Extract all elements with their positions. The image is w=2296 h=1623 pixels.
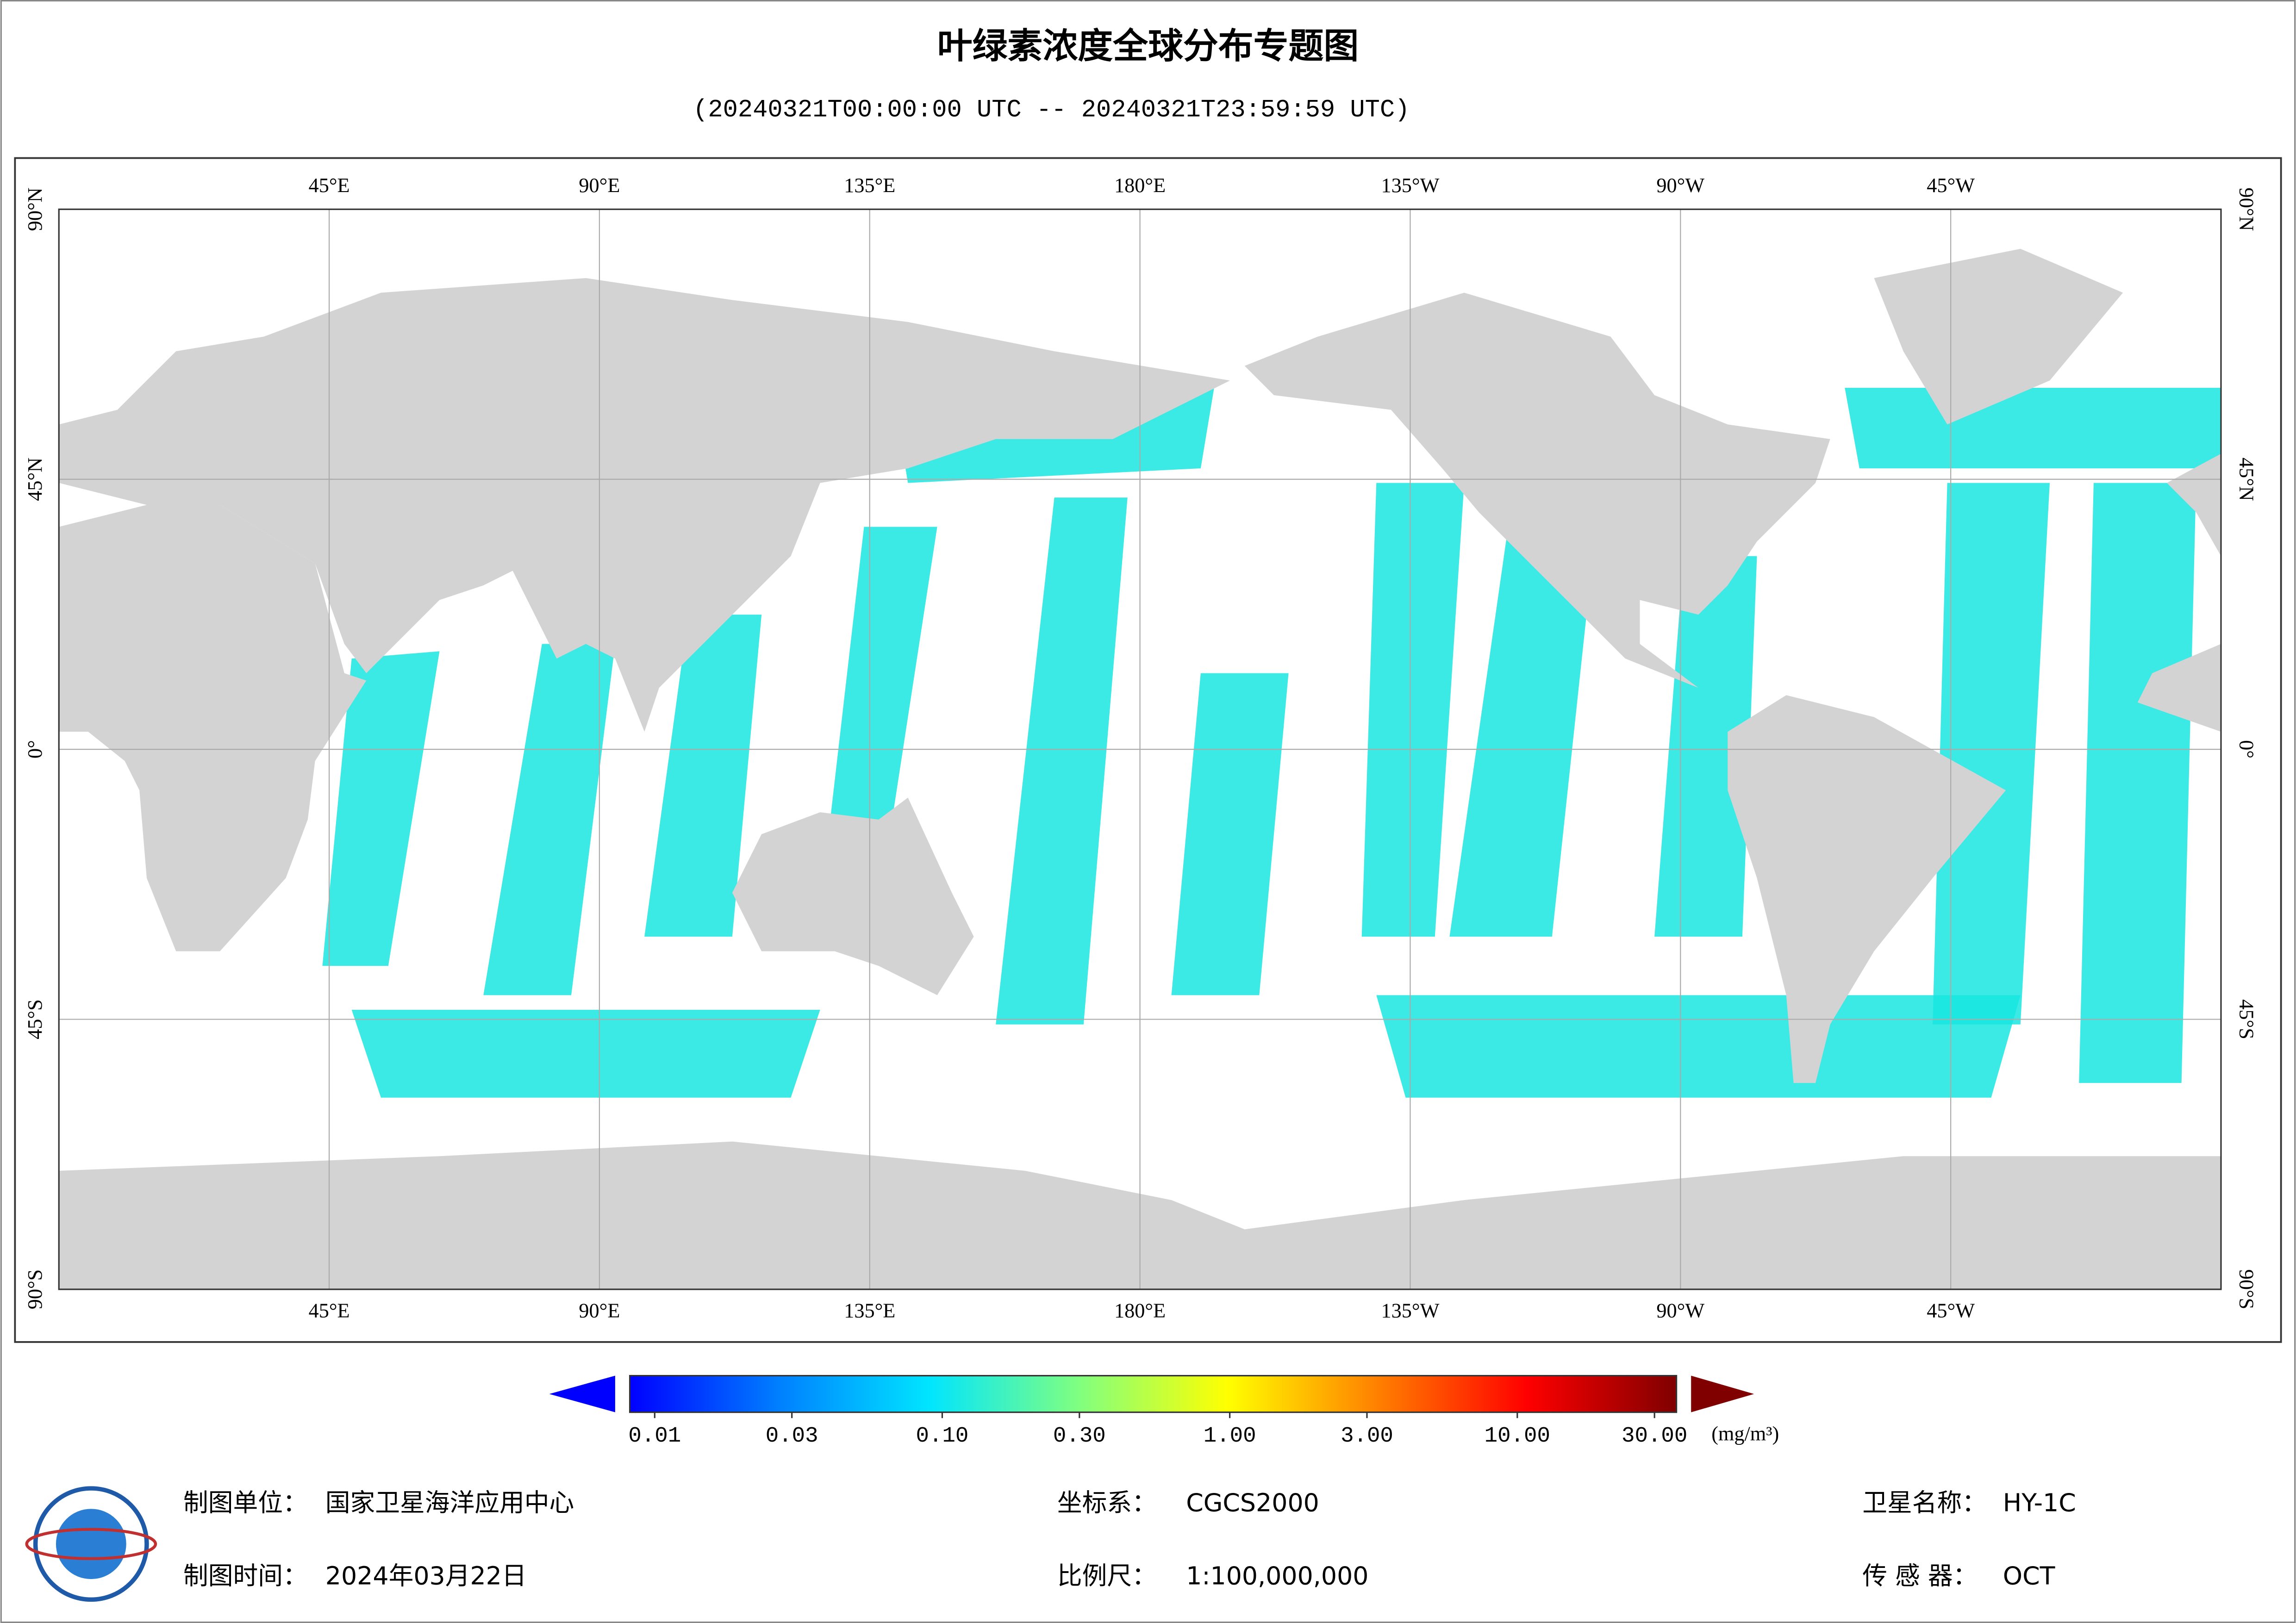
subtitle: (20240321T00:00:00 UTC -- 20240321T23:59… (693, 96, 1410, 124)
swath (644, 615, 762, 937)
colorbar-tick-label: 0.10 (916, 1424, 969, 1449)
africa (59, 504, 367, 951)
footer-value: 2024年03月22日 (325, 1561, 527, 1591)
swath (351, 1009, 820, 1098)
swath (1845, 388, 2221, 468)
colorbar-tick-label: 0.03 (766, 1424, 818, 1449)
swath (820, 527, 937, 908)
logo-globe (56, 1509, 126, 1579)
lat-label-left: 90°S (24, 1269, 46, 1310)
footer-value: CGCS2000 (1186, 1488, 1319, 1517)
title: 叶绿素浓度全球分布专题图 (937, 25, 1359, 66)
logo (25, 1486, 157, 1602)
colorbar-tick-label: 0.30 (1053, 1424, 1106, 1449)
lon-label-bottom: 45°E (309, 1300, 350, 1322)
lon-label-bottom: 180°E (1114, 1300, 1166, 1322)
footer-value: HY-1C (2003, 1488, 2076, 1517)
chlorophyll-swaths (322, 380, 2221, 1098)
lat-label-right: 45°S (2235, 999, 2258, 1039)
north-america (1244, 292, 1830, 688)
lon-label-top: 180°E (1114, 174, 1166, 197)
footer-label: 卫星名称： (1862, 1488, 1987, 1517)
lon-label-top: 90°E (579, 174, 620, 197)
swath (1449, 527, 1596, 937)
map-area (58, 208, 2222, 1290)
colorbar-tick-label: 1.00 (1204, 1424, 1256, 1449)
map-border (58, 208, 2222, 1290)
eurasia (59, 278, 1230, 732)
lon-label-bottom: 90°E (579, 1300, 620, 1322)
swath (483, 644, 615, 995)
swath (1376, 995, 2021, 1098)
lat-label-right: 90°S (2235, 1269, 2258, 1310)
colorbar-unit: (mg/m³) (1711, 1422, 1779, 1445)
lon-label-top: 90°W (1656, 174, 1704, 197)
footer-value: 国家卫星海洋应用中心 (325, 1488, 574, 1517)
footer-value: OCT (2003, 1561, 2055, 1591)
colorbar-tick-label: 3.00 (1341, 1424, 1393, 1449)
lat-label-left: 90°N (24, 187, 46, 231)
swath (1361, 483, 1465, 937)
colorbar-tick-label: 0.01 (628, 1424, 681, 1449)
colorbar (629, 1374, 1678, 1413)
lon-label-bottom: 135°E (844, 1300, 895, 1322)
colorbar-high-arrow (1691, 1375, 1754, 1412)
lon-label-top: 45°E (309, 174, 350, 197)
lon-label-top: 135°E (844, 174, 895, 197)
lon-label-bottom: 45°W (1927, 1300, 1975, 1322)
footer-label: 制图单位： (183, 1488, 308, 1517)
swath (2079, 483, 2196, 1083)
swath (1932, 483, 2050, 1025)
greenland (1874, 249, 2123, 425)
swath (322, 651, 440, 966)
lat-label-right: 45°N (2235, 458, 2258, 501)
footer: 制图单位： 国家卫星海洋应用中心 制图时间： 2024年03月22日 坐标系： … (183, 1488, 2076, 1590)
lat-label-right: 90°N (2235, 187, 2258, 231)
colorbar-tick-label: 30.00 (1622, 1424, 1687, 1449)
lat-label-right: 0° (2235, 740, 2258, 759)
footer-label: 传 感 器： (1862, 1561, 1978, 1591)
footer-label: 坐标系： (1057, 1488, 1157, 1517)
swath (996, 497, 1128, 1025)
lat-label-left: 45°S (24, 999, 46, 1039)
logo-orbit (25, 1528, 157, 1561)
lat-label-left: 45°N (24, 458, 46, 501)
colorbar-tick-label: 10.00 (1485, 1424, 1550, 1449)
colorbar-low-arrow (549, 1375, 615, 1412)
west-africa (2137, 644, 2221, 732)
footer-value: 1:100,000,000 (1186, 1561, 1368, 1591)
south-america (1728, 695, 2006, 1083)
lon-label-top: 45°W (1927, 174, 1975, 197)
footer-label: 制图时间： (183, 1561, 308, 1591)
lat-label-left: 0° (24, 740, 46, 759)
lon-label-top: 135°W (1381, 174, 1440, 197)
footer-label: 比例尺： (1057, 1561, 1157, 1591)
australia (732, 797, 974, 995)
swath (1171, 673, 1289, 995)
lon-label-bottom: 90°W (1656, 1300, 1704, 1322)
lon-label-bottom: 135°W (1381, 1300, 1440, 1322)
